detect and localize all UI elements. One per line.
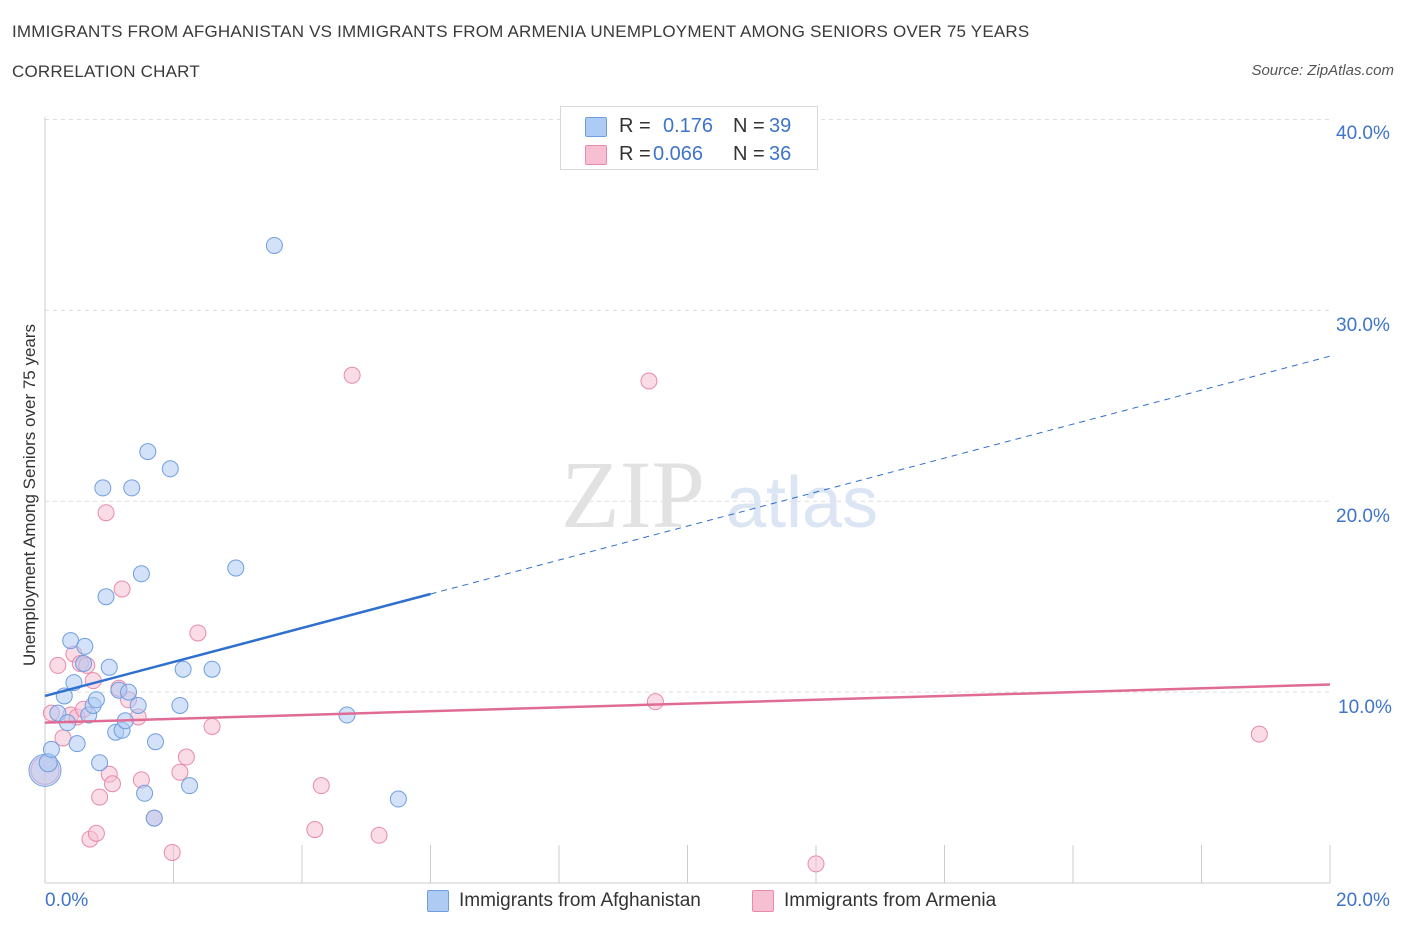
point-armenia [640,372,658,390]
point-armenia [97,504,115,522]
point-afghanistan [181,777,199,795]
point-afghanistan [389,790,407,808]
watermark-zip: ZIP [561,441,705,548]
y-tick-label-30: 30.0% [1336,315,1390,336]
point-armenia [177,748,195,766]
point-armenia [1250,725,1268,743]
point-afghanistan [132,565,150,583]
point-armenia [312,777,330,795]
y-tick-label-10: 10.0% [1338,697,1392,718]
legend-r-label: R = [619,115,651,137]
point-afghanistan [161,460,179,478]
point-armenia [171,763,189,781]
source-label: Source: ZipAtlas.com [1251,62,1394,79]
point-afghanistan [174,660,192,678]
legend-r-label: R = [619,143,651,165]
legend-r-value: 0.066 [653,143,704,165]
point-afghanistan [227,559,245,577]
legend-swatch-afghanistan [585,117,607,137]
point-afghanistan [147,733,165,751]
point-afghanistan [97,588,115,606]
trend-line-afghanistan-solid [44,592,431,698]
gridlines [45,119,1330,693]
point-armenia [343,366,361,384]
point-afghanistan [120,683,138,701]
point-armenia [306,821,324,839]
point-afghanistan [87,691,105,709]
point-afghanistan [171,696,189,714]
point-afghanistan [76,637,94,655]
point-armenia [49,656,67,674]
legend-label-afghanistan: Immigrants from Afghanistan [459,890,701,911]
point-afghanistan [42,740,60,758]
point-afghanistan [100,658,118,676]
point-afghanistan [265,236,283,254]
point-afghanistan [139,443,157,461]
point-afghanistan [94,479,112,497]
point-armenia [103,775,121,793]
y-tick-label-40: 40.0% [1336,123,1390,144]
legend-label-armenia: Immigrants from Armenia [784,890,997,911]
y-tick-label-20: 20.0% [1336,506,1390,527]
point-afghanistan [123,479,141,497]
point-armenia [87,824,105,842]
legend-swatch-afghanistan [427,890,449,912]
point-afghanistan [129,696,147,714]
point-armenia [163,843,181,861]
point-afghanistan [91,754,109,772]
point-armenia [807,855,825,873]
y-axis-title: Unemployment Among Seniors over 75 years [20,323,39,667]
point-afghanistan [136,784,154,802]
legend-swatch-armenia [752,890,774,912]
point-armenia [370,826,388,844]
legend-swatch-armenia [585,145,607,165]
watermark-atlas: atlas [726,463,878,543]
point-afghanistan [68,735,86,753]
point-afghanistan [62,632,80,650]
legend-n-label: N = [733,115,765,137]
legend-r-value: 0.176 [663,115,714,137]
legend-n-value: 36 [769,143,792,165]
x-tick-label-min: 0.0% [45,890,89,911]
chart-subtitle: CORRELATION CHART [12,62,200,81]
trend-lines [44,355,1331,724]
legend-n-label: N = [733,143,765,165]
point-armenia [203,717,221,735]
x-tick-label-max: 20.0% [1336,890,1390,911]
point-armenia [91,788,109,806]
point-armenia [189,624,207,642]
stats-legend: R = 0.176 N = 39 R = 0.066 N = 36 [560,106,818,170]
point-afghanistan [145,809,163,827]
legend-n-value: 39 [769,115,792,137]
trend-line-armenia [44,683,1331,724]
chart-title: IMMIGRANTS FROM AFGHANISTAN VS IMMIGRANT… [12,22,1030,41]
point-afghanistan [75,654,93,672]
point-afghanistan [203,660,221,678]
point-armenia [113,580,131,598]
trend-line-afghanistan-dashed [430,355,1331,595]
point-armenia [646,693,664,711]
series-afghanistan-points-front [28,236,407,827]
